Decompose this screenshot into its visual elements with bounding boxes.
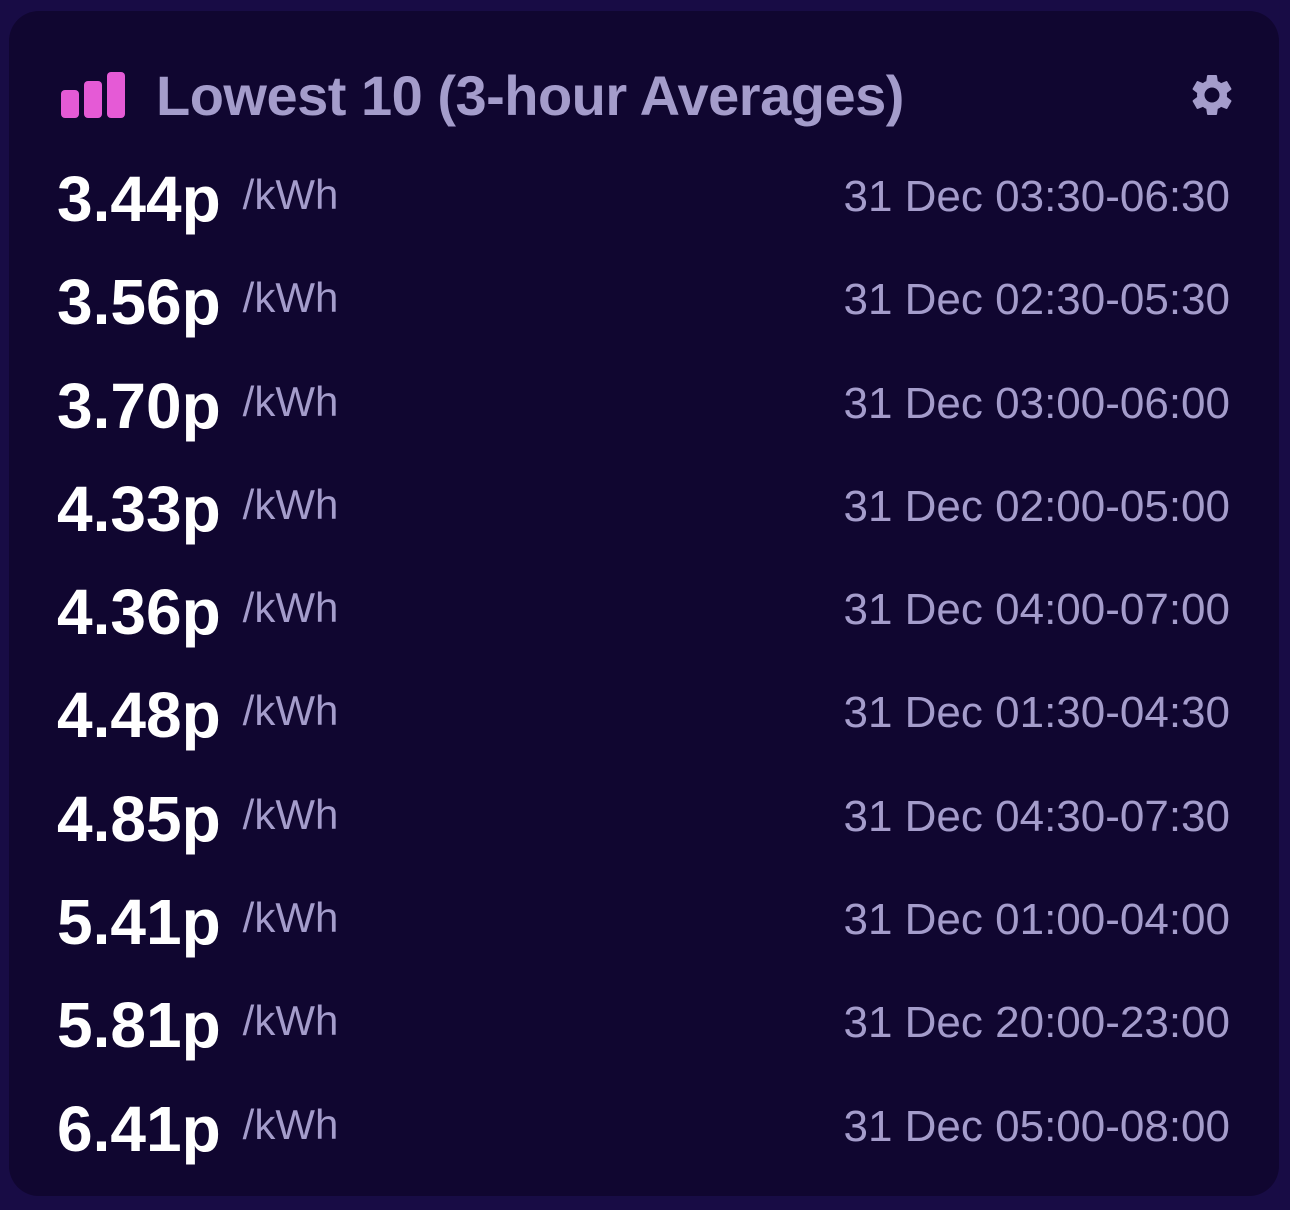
price-value: 5.41p <box>57 886 221 959</box>
price-unit: /kWh <box>242 377 339 425</box>
price-value: 5.81p <box>57 989 221 1062</box>
card-title: Lowest 10 (3-hour Averages) <box>156 64 904 127</box>
price-value: 4.36p <box>57 576 221 649</box>
list-item: 5.41p/kWh 31 Dec 01:00-04:00 <box>57 874 1230 977</box>
list-item: 4.85p/kWh 31 Dec 04:30-07:30 <box>57 771 1230 874</box>
time-range: 31 Dec 04:30-07:30 <box>843 791 1230 841</box>
list-item: 3.70p/kWh 31 Dec 03:00-06:00 <box>57 358 1230 461</box>
gear-icon <box>1192 74 1232 115</box>
settings-button[interactable] <box>1187 70 1237 120</box>
time-range: 31 Dec 03:00-06:00 <box>843 378 1230 428</box>
price-value: 3.44p <box>57 163 221 235</box>
price-unit: /kWh <box>242 584 339 632</box>
list-item: 5.81p/kWh 31 Dec 20:00-23:00 <box>57 977 1230 1080</box>
time-range: 31 Dec 05:00-08:00 <box>843 1101 1230 1151</box>
time-range: 31 Dec 01:30-04:30 <box>843 688 1230 738</box>
time-range: 31 Dec 02:30-05:30 <box>843 275 1230 325</box>
list-item: 4.36p/kWh 31 Dec 04:00-07:00 <box>57 564 1230 667</box>
price-unit: /kWh <box>242 274 339 322</box>
price-unit: /kWh <box>242 894 339 942</box>
price-unit: /kWh <box>242 997 339 1045</box>
price-unit: /kWh <box>242 1100 339 1148</box>
time-range: 31 Dec 04:00-07:00 <box>843 585 1230 635</box>
time-range: 31 Dec 01:00-04:00 <box>843 895 1230 945</box>
price-unit: /kWh <box>242 687 339 735</box>
time-range: 31 Dec 02:00-05:00 <box>843 481 1230 531</box>
price-unit: /kWh <box>242 480 339 528</box>
time-range: 31 Dec 20:00-23:00 <box>843 998 1230 1048</box>
card-header: Lowest 10 (3-hour Averages) <box>60 53 1240 143</box>
price-value: 3.70p <box>57 369 221 442</box>
price-unit: /kWh <box>242 790 339 838</box>
list-item: 6.41p/kWh 31 Dec 05:00-08:00 <box>57 1081 1230 1184</box>
time-range: 31 Dec 03:30-06:30 <box>843 172 1230 221</box>
price-unit: /kWh <box>242 171 339 218</box>
price-card: Lowest 10 (3-hour Averages) 3.44p/kWh 31… <box>9 11 1279 1196</box>
list-item: 3.44p/kWh 31 Dec 03:30-06:30 <box>57 151 1230 254</box>
price-value: 3.56p <box>57 266 221 339</box>
price-value: 4.33p <box>57 472 221 545</box>
price-list: 3.44p/kWh 31 Dec 03:30-06:30 3.56p/kWh 3… <box>57 151 1230 1184</box>
list-item: 3.56p/kWh 31 Dec 02:30-05:30 <box>57 254 1230 357</box>
price-value: 4.85p <box>57 782 221 855</box>
list-item: 4.33p/kWh 31 Dec 02:00-05:00 <box>57 461 1230 564</box>
price-value: 6.41p <box>57 1092 221 1165</box>
price-value: 4.48p <box>57 679 221 752</box>
bar-chart-icon <box>61 72 125 118</box>
list-item: 4.48p/kWh 31 Dec 01:30-04:30 <box>57 667 1230 770</box>
